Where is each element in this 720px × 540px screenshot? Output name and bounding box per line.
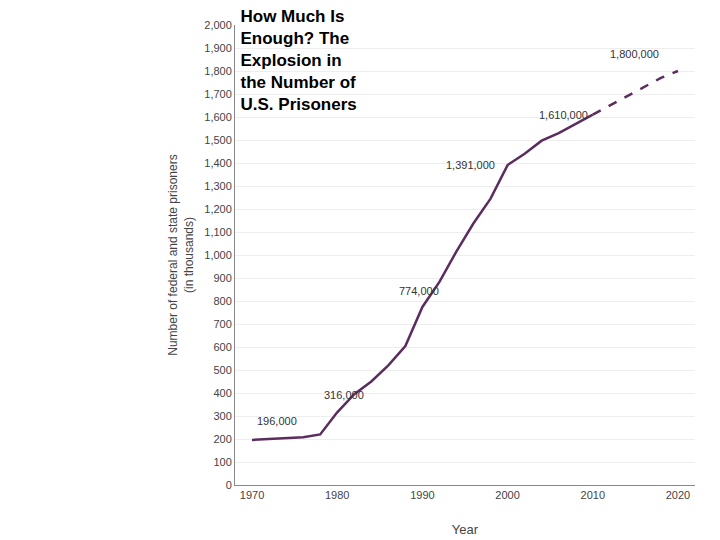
- svg-text:1,600: 1,600: [204, 111, 232, 123]
- svg-text:400: 400: [213, 387, 231, 399]
- svg-text:Year: Year: [452, 522, 479, 537]
- svg-text:1,500: 1,500: [204, 134, 232, 146]
- svg-text:1,000: 1,000: [204, 249, 232, 261]
- svg-text:How Much IsEnough? TheExplosio: How Much IsEnough? TheExplosion inthe Nu…: [241, 7, 357, 114]
- svg-text:1,200: 1,200: [204, 203, 232, 215]
- svg-text:1,900: 1,900: [204, 42, 232, 54]
- svg-text:Number of federal and state pr: Number of federal and state prisoners(in…: [166, 154, 196, 355]
- svg-text:1,700: 1,700: [204, 88, 232, 100]
- svg-text:200: 200: [213, 433, 231, 445]
- svg-text:1,800: 1,800: [204, 65, 232, 77]
- svg-text:196,000: 196,000: [257, 415, 297, 427]
- svg-text:1,800,000: 1,800,000: [610, 48, 659, 60]
- svg-text:1990: 1990: [410, 489, 434, 501]
- svg-text:2000: 2000: [495, 489, 519, 501]
- svg-text:700: 700: [213, 318, 231, 330]
- svg-text:500: 500: [213, 364, 231, 376]
- svg-text:2020: 2020: [666, 489, 690, 501]
- svg-text:1,300: 1,300: [204, 180, 232, 192]
- svg-text:800: 800: [213, 295, 231, 307]
- svg-text:1,100: 1,100: [204, 226, 232, 238]
- svg-text:774,000: 774,000: [399, 285, 439, 297]
- svg-text:300: 300: [213, 410, 231, 422]
- svg-text:1,400: 1,400: [204, 157, 232, 169]
- svg-text:2010: 2010: [581, 489, 605, 501]
- svg-text:100: 100: [213, 456, 231, 468]
- svg-text:1,391,000: 1,391,000: [446, 159, 495, 171]
- svg-text:600: 600: [213, 341, 231, 353]
- svg-text:2,000: 2,000: [204, 19, 232, 31]
- svg-text:1980: 1980: [325, 489, 349, 501]
- svg-text:316,000: 316,000: [324, 389, 364, 401]
- svg-text:1,610,000: 1,610,000: [539, 109, 588, 121]
- svg-text:1970: 1970: [240, 489, 264, 501]
- svg-text:0: 0: [226, 479, 232, 491]
- svg-text:900: 900: [213, 272, 231, 284]
